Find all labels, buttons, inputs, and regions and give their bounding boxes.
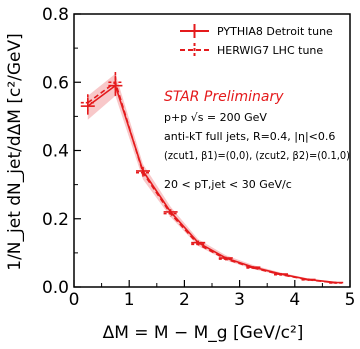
annotation-star-preliminary: STAR Preliminary: [164, 89, 284, 105]
series-layer: [80, 72, 344, 284]
legend-entry-pythia: PYTHIA8 Detroit tune: [217, 25, 333, 38]
y-tick-label: 0.8: [42, 5, 69, 25]
x-tick-label: 4: [289, 290, 300, 310]
y-tick-label: 0.2: [42, 210, 69, 230]
uncertainty-band-layer: [87, 73, 337, 284]
x-axis-label: ΔM = M − M_g [GeV/c²]: [103, 323, 304, 343]
series-line-1: [87, 80, 337, 284]
x-tick-label: 5: [345, 290, 356, 310]
annotation-jets: anti-kT full jets, R=0.4, |η|<0.6: [164, 130, 335, 143]
annotation-pt-range: 20 < pT,jet < 30 GeV/c: [164, 178, 292, 191]
annotation-grooming: (zcut1, β1)=(0,0), (zcut2, β2)=(0.1,0): [164, 149, 350, 162]
y-tick-label: 0.6: [42, 73, 69, 93]
y-axis-label: 1/N_jet dN_jet/dΔM [c²/GeV]: [5, 33, 25, 271]
x-tick-label: 1: [124, 290, 135, 310]
y-tick-label: 0.4: [42, 142, 69, 162]
legend-entry-herwig: HERWIG7 LHC tune: [217, 44, 323, 57]
x-tick-label: 2: [179, 290, 190, 310]
uncertainty-band: [87, 73, 337, 284]
x-tick-label: 0: [69, 290, 80, 310]
x-tick-label: 3: [234, 290, 245, 310]
annotation-collision: p+p √s = 200 GeV: [164, 111, 267, 124]
y-tick-label: 0.0: [42, 278, 69, 298]
ticks-layer: 0 1 2 3 4 5 0.0 0.2 0.4 0.6 0.8: [42, 5, 355, 310]
legend: PYTHIA8 Detroit tune HERWIG7 LHC tune: [180, 24, 333, 57]
